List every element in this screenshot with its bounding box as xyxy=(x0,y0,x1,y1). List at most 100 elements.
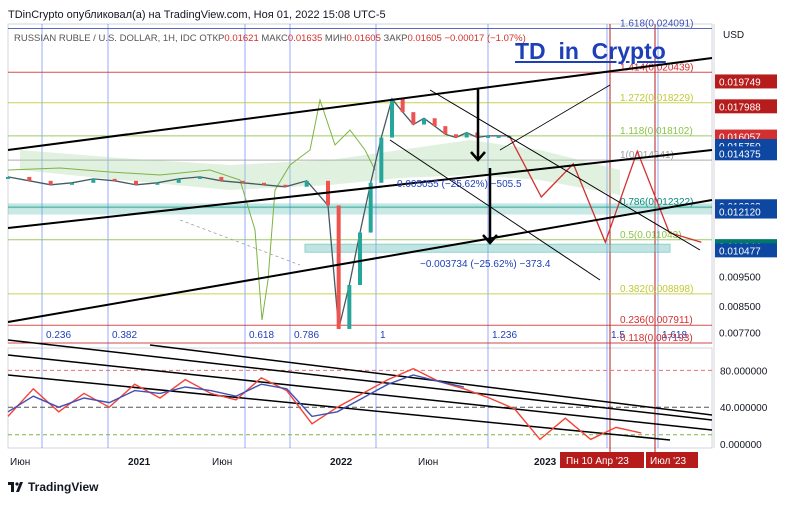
symbol-legend[interactable]: RUSSIAN RUBLE / U.S. DOLLAR, 1H, IDC ОТК… xyxy=(14,33,526,44)
fib-level-label: 0.786(0.012322) xyxy=(620,197,693,208)
legend-high-label: МАКС xyxy=(261,33,288,44)
price-candle xyxy=(6,176,10,179)
down-arrow-1 xyxy=(470,88,486,162)
price-candle xyxy=(464,132,469,138)
legend-open: 0.01621 xyxy=(224,33,259,44)
fib-level-label: 1.272(0.018229) xyxy=(620,93,693,104)
price-axis-tag xyxy=(715,99,777,114)
arrow-head xyxy=(482,234,498,245)
time-axis-label: 2023 xyxy=(534,457,557,468)
price-line xyxy=(7,97,510,330)
oscillator-layer: 80.000000 40.000000 0.000000 xyxy=(7,339,768,451)
oscillator-panel-frame xyxy=(7,347,713,449)
upper-channel-trendline xyxy=(7,57,713,151)
time-axis-label: 2022 xyxy=(330,457,353,468)
price-axis-tag xyxy=(715,146,777,161)
price-candle xyxy=(283,184,288,187)
fib-level-label: 0.382(0.008898) xyxy=(620,284,693,295)
projection-path xyxy=(508,135,702,245)
time-fib-label: 1.5 xyxy=(611,330,625,341)
price-axis-tag xyxy=(715,204,777,219)
price-candle xyxy=(304,180,309,187)
time-fib-label: 0.382 xyxy=(112,330,137,341)
price-axis-label: 0.016057 xyxy=(719,133,761,144)
osc-k-line xyxy=(7,367,642,441)
fib-level-label: 1.618(0.024091) xyxy=(620,18,693,29)
osc-axis-label: 40.000000 xyxy=(720,403,768,414)
time-marker-label: Пн 10 Апр '23 xyxy=(566,456,629,467)
price-candle xyxy=(198,176,202,179)
price-axis-label: 0.007700 xyxy=(719,328,761,339)
descending-trendline-2 xyxy=(389,139,601,281)
arrow-head xyxy=(470,151,486,162)
brand-watermark: TD_in_Crypto xyxy=(515,38,666,64)
footer[interactable]: TradingView xyxy=(8,480,98,494)
grid-layer: 0.236 0.382 0.618 0.786 1 1.236 1.5 1.618 xyxy=(7,23,715,462)
ichimoku-cloud xyxy=(20,140,620,195)
currency-label: USD xyxy=(723,30,745,41)
osc-channel-2 xyxy=(7,354,713,431)
fib-level-label: 1(0.014641) xyxy=(620,150,674,161)
price-candle xyxy=(70,182,74,185)
price-axis-label: 0.017988 xyxy=(719,102,761,113)
time-fib-label: 0.236 xyxy=(46,330,71,341)
fib-levels-layer: 1.618(0.024091) 1.414(0.020439) 1.272(0.01… xyxy=(8,18,712,344)
price-candle xyxy=(496,135,501,138)
price-candle xyxy=(262,182,266,185)
down-arrow-2 xyxy=(482,168,498,245)
price-candle xyxy=(454,134,458,138)
fib-level-label: 0.5(0.011043) xyxy=(620,230,682,241)
osc-axis-label: 0.000000 xyxy=(720,440,762,451)
support-zone-mid xyxy=(8,209,712,215)
measurement-label-2: −0.003734 (−25.62%) −373.4 xyxy=(420,259,551,270)
price-series-layer xyxy=(6,97,702,330)
price-axis-tag xyxy=(715,74,777,89)
tradingview-logo-icon xyxy=(8,482,23,492)
support-zone-upper xyxy=(8,203,712,210)
price-candle xyxy=(134,180,138,185)
price-candle xyxy=(400,98,405,113)
fib-level-label: 1.414(0.020439) xyxy=(620,62,693,73)
time-axis-label: 2021 xyxy=(128,457,151,468)
legend-symbol: RUSSIAN RUBLE / U.S. DOLLAR, 1H, IDC xyxy=(14,33,197,44)
time-fib-label: 1 xyxy=(380,330,386,341)
time-axis-label: Июн xyxy=(212,457,232,468)
fib-level-label: 0.118(0.007193) xyxy=(620,333,693,344)
time-fib-label: 1.618 xyxy=(662,330,687,341)
ichimoku-cloud-layer xyxy=(7,98,620,321)
price-candle xyxy=(112,178,117,181)
time-axis-layer: Июн 2021 Июн 2022 Июн 2023 Пн 10 Апр '23 Июл '2… xyxy=(10,452,698,468)
fib-level-label: 1.118(0.018102) xyxy=(620,126,693,137)
price-candle xyxy=(91,178,96,183)
price-candle xyxy=(443,126,448,135)
legend-close-label: ЗАКР xyxy=(383,33,408,44)
legend-open-label: ОТКР xyxy=(199,33,225,44)
time-fib-label: 0.618 xyxy=(249,330,274,341)
osc-channel-1 xyxy=(7,339,713,421)
price-candle xyxy=(422,118,426,125)
price-candle xyxy=(486,135,490,138)
price-candle xyxy=(336,205,341,329)
time-axis-label: Июн xyxy=(10,457,30,468)
price-candle xyxy=(27,176,32,181)
footer-logo-text: TradingView xyxy=(28,480,99,494)
price-candle xyxy=(347,284,352,329)
lower-channel-trendline xyxy=(7,199,713,323)
price-axis-label: 0.008500 xyxy=(719,302,761,313)
price-candle xyxy=(48,180,53,185)
price-candle xyxy=(176,178,181,183)
price-axis-label: 0.010477 xyxy=(719,246,761,257)
time-fib-label: 1.236 xyxy=(492,330,517,341)
middle-channel-trendline xyxy=(7,149,713,229)
legend-high: 0.01635 xyxy=(287,33,323,44)
legend-change: −0.00017 (−1.07%) xyxy=(444,33,526,44)
price-candle xyxy=(240,180,245,183)
price-candle xyxy=(379,137,384,183)
price-candle xyxy=(390,98,394,138)
annotation-layer: 0.005055 (−25.62%) −505.5 −0.003734 (−25.… xyxy=(7,57,713,323)
time-marker-tag-1 xyxy=(560,452,644,468)
legend-low-label: МИН xyxy=(324,33,347,44)
price-axis-label: 0.012120 xyxy=(719,208,761,219)
time-fib-label: 0.786 xyxy=(294,330,319,341)
